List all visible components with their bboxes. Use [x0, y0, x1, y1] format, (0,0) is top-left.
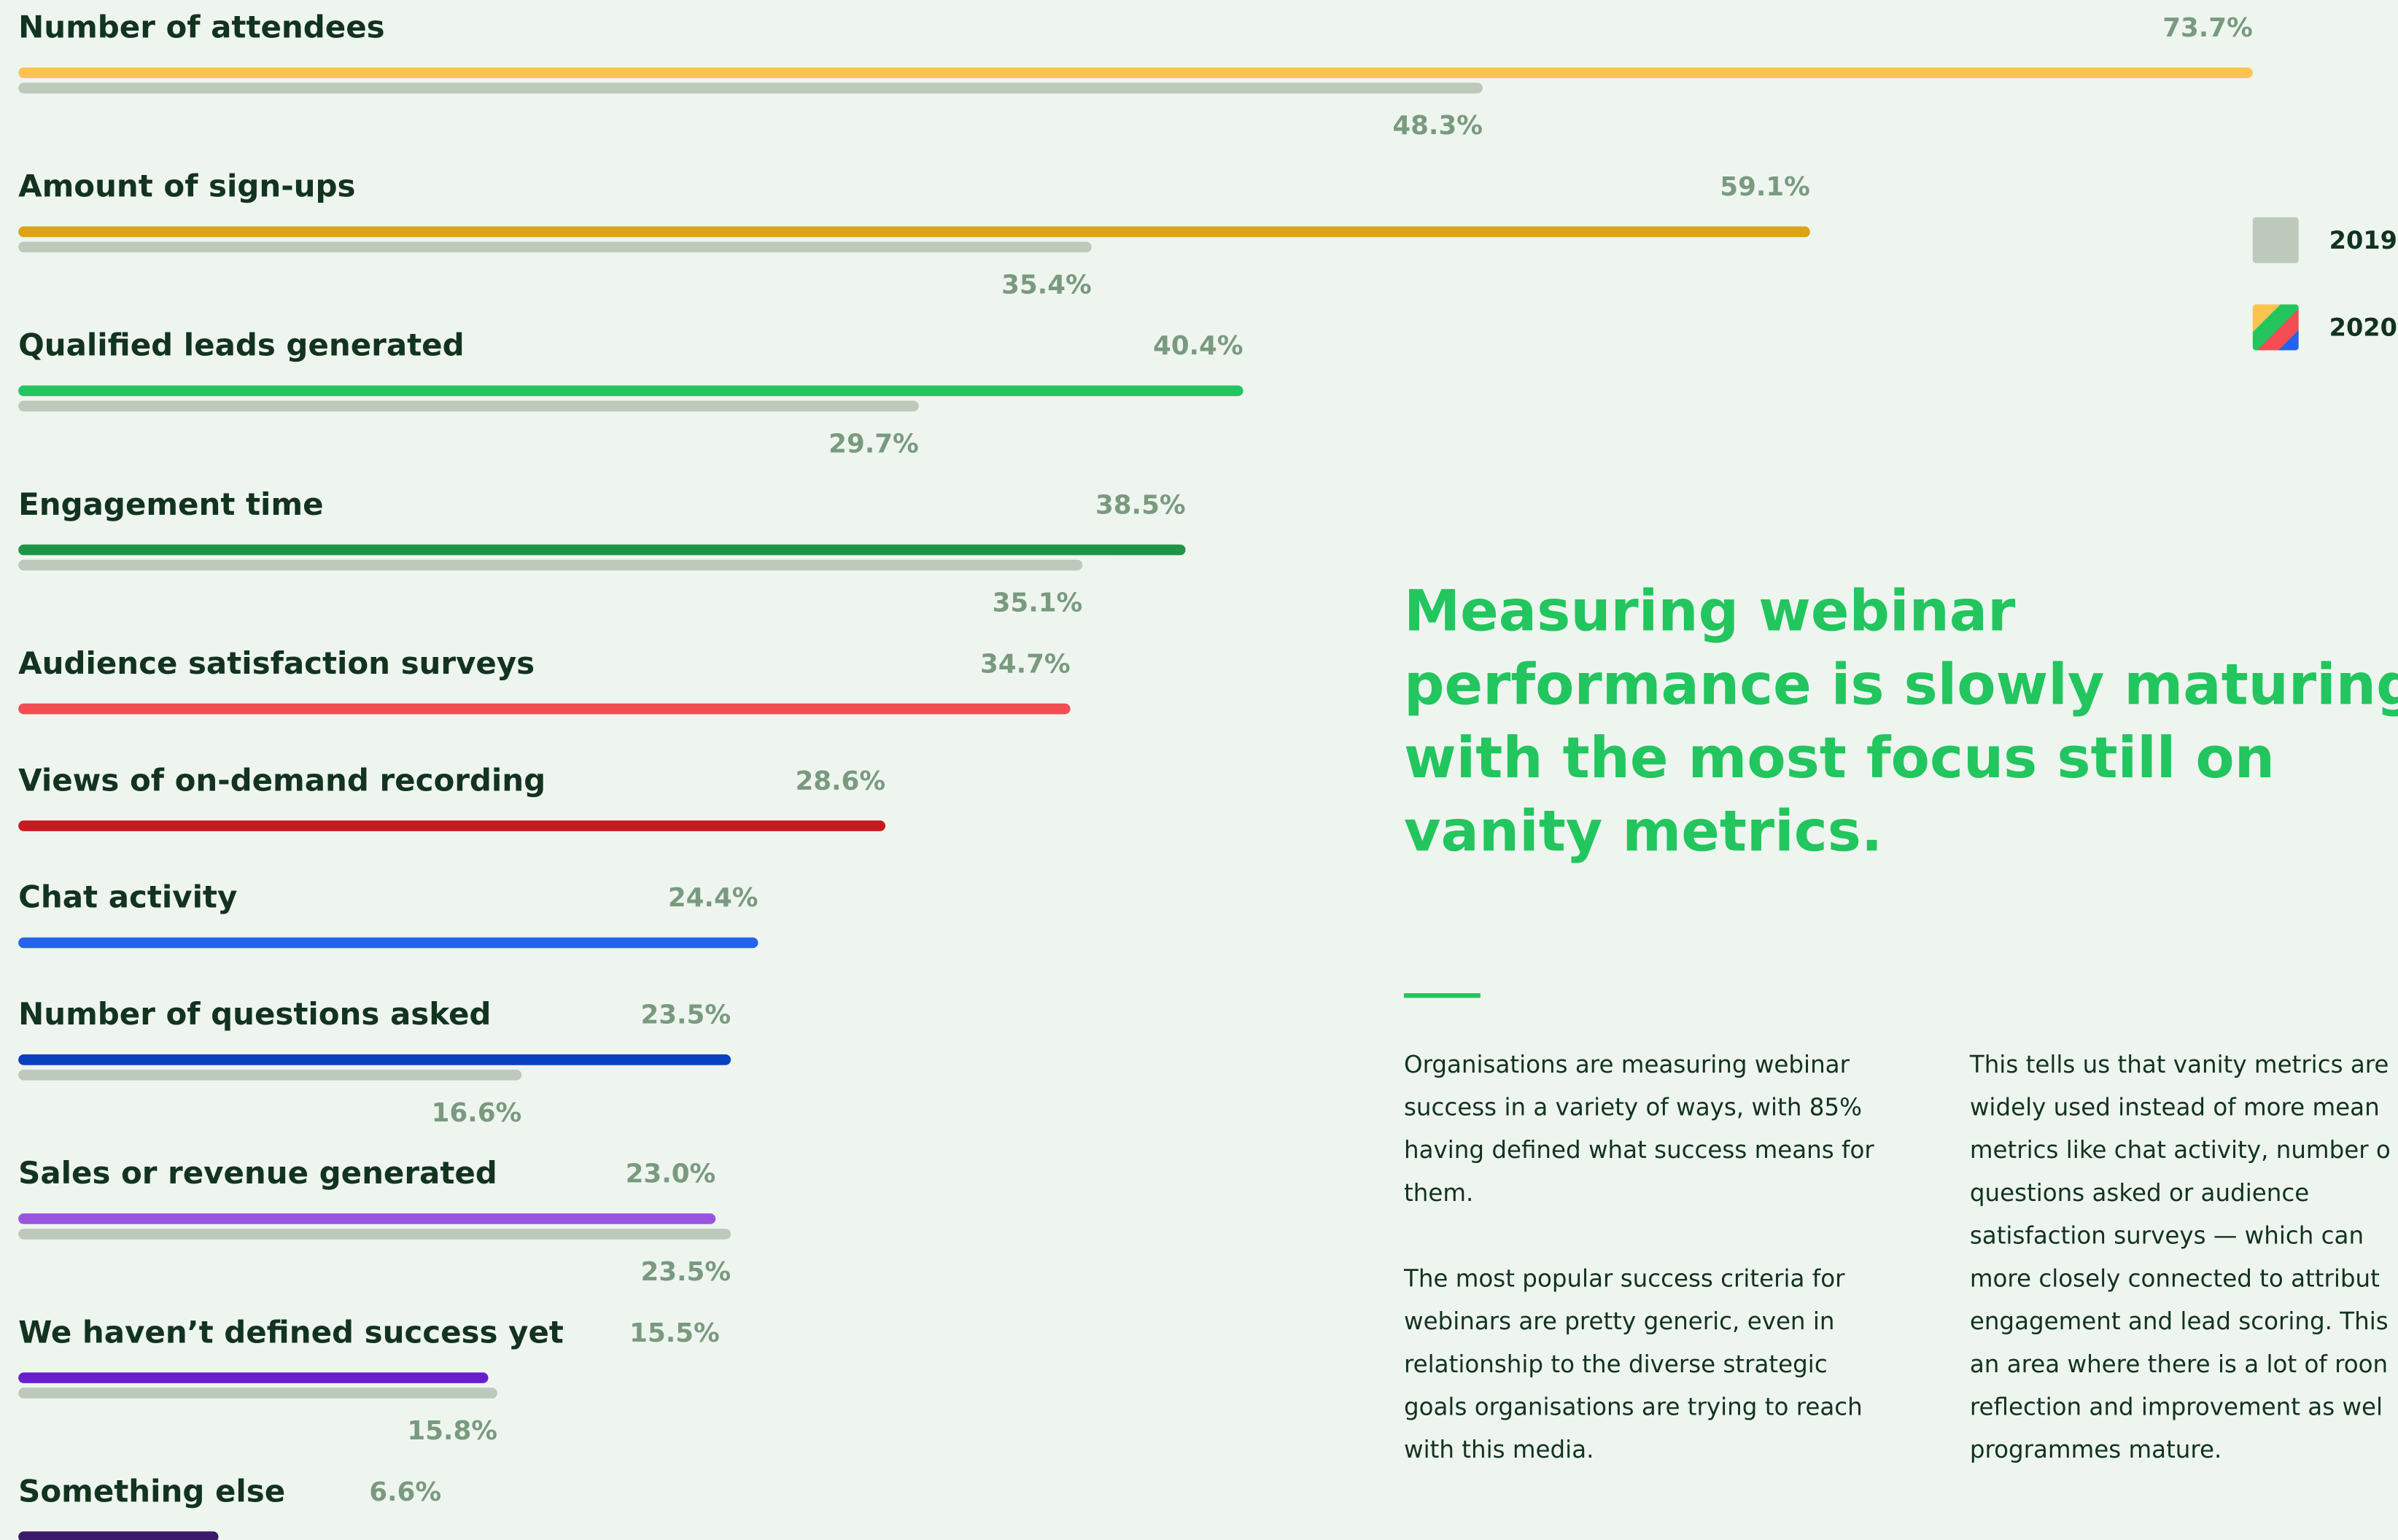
value-label-2020: 15.5%: [629, 1318, 720, 1348]
paragraph-line: webinars are pretty generic, even in: [1404, 1307, 1835, 1335]
value-label-2019: 16.6%: [432, 1098, 522, 1128]
value-label-2019: 15.8%: [407, 1416, 497, 1446]
paragraph-line: engagement and lead scoring. This: [1970, 1307, 2389, 1335]
bar-2019: [18, 1070, 522, 1081]
value-label-2020: 23.0%: [626, 1159, 716, 1189]
bar-2019: [18, 400, 919, 412]
bar-2020: [18, 226, 1810, 238]
bar-2019: [18, 559, 1083, 571]
paragraph-line: metrics like chat activity, number o: [1970, 1136, 2391, 1164]
bar-2019: [18, 1388, 497, 1399]
category-label: Something else: [18, 1473, 285, 1509]
value-label-2019: 23.5%: [640, 1257, 731, 1287]
heading: with the most focus still on: [1404, 726, 2275, 791]
paragraph-line: an area where there is a lot of roon: [1970, 1350, 2388, 1378]
bar-2019: [18, 1229, 732, 1240]
legend-label: 2019: [2329, 226, 2397, 254]
category-label: Views of on-demand recording: [18, 762, 546, 798]
category-label: Sales or revenue generated: [18, 1155, 497, 1191]
value-label-2020: 73.7%: [2162, 13, 2253, 43]
paragraph-line: programmes mature.: [1970, 1436, 2222, 1463]
paragraph-line: goals organisations are trying to reach: [1404, 1393, 1863, 1420]
value-label-2019: 48.3%: [1392, 111, 1483, 141]
bar-2020: [18, 937, 758, 949]
bar-2020: [18, 544, 1186, 556]
paragraph-line: with this media.: [1404, 1436, 1594, 1463]
value-label-2019: 35.4%: [1001, 270, 1092, 300]
bar-2020: [18, 820, 886, 831]
bar-2020: [18, 1054, 732, 1065]
paragraph-line: more closely connected to attribut: [1970, 1264, 2380, 1292]
value-label-2020: 23.5%: [640, 1000, 731, 1030]
paragraph-line: reflection and improvement as wel: [1970, 1393, 2383, 1420]
category-label: We haven’t defined success yet: [18, 1314, 564, 1350]
value-label-2020: 28.6%: [795, 766, 885, 796]
paragraph-line: The most popular success criteria for: [1403, 1264, 1845, 1292]
value-label-2020: 24.4%: [668, 883, 758, 913]
bar-2020: [18, 1213, 716, 1224]
heading: vanity metrics.: [1404, 799, 1882, 865]
value-label-2020: 38.5%: [1095, 490, 1186, 520]
bar-2020: [18, 1372, 489, 1383]
value-label-2019: 35.1%: [993, 588, 1083, 618]
paragraph-line: questions asked or audience: [1970, 1179, 2309, 1207]
category-label: Number of questions asked: [18, 996, 491, 1032]
value-label-2020: 6.6%: [369, 1477, 441, 1507]
heading: Measuring webinar: [1404, 579, 2016, 645]
paragraph-line: Organisations are measuring webinar: [1404, 1051, 1850, 1078]
paragraph-line: This tells us that vanity metrics are: [1969, 1051, 2389, 1078]
paragraph-line: satisfaction surveys — which can: [1970, 1222, 2364, 1250]
value-label-2020: 59.1%: [1720, 172, 1810, 202]
category-label: Qualified leads generated: [18, 327, 464, 363]
paragraph-line: them.: [1404, 1179, 1473, 1207]
bar-2019: [18, 82, 1483, 94]
value-label-2019: 29.7%: [829, 429, 919, 459]
bar-2020: [18, 703, 1071, 715]
heading: performance is slowly maturing,: [1404, 652, 2398, 718]
bar-2020: [18, 1531, 219, 1540]
category-label: Amount of sign-ups: [18, 168, 355, 204]
paragraph-line: relationship to the diverse strategic: [1404, 1350, 1828, 1378]
category-label: Chat activity: [18, 879, 237, 915]
value-label-2020: 34.7%: [980, 649, 1071, 679]
category-label: Audience satisfaction surveys: [18, 645, 535, 681]
paragraph-line: success in a variety of ways, with 85%: [1404, 1093, 1862, 1121]
category-label: Engagement time: [18, 486, 323, 522]
bar-2020: [18, 385, 1243, 397]
bar-2020: [18, 67, 2253, 79]
paragraph-line: widely used instead of more mean: [1970, 1093, 2380, 1121]
value-label-2020: 40.4%: [1153, 331, 1243, 361]
category-label: Number of attendees: [18, 9, 384, 45]
legend-swatch: [2252, 304, 2299, 351]
bar-2019: [18, 241, 1092, 253]
paragraph-line: having defined what success means for: [1404, 1136, 1874, 1164]
legend-swatch: [2252, 217, 2299, 263]
legend-label: 2020: [2329, 314, 2397, 342]
